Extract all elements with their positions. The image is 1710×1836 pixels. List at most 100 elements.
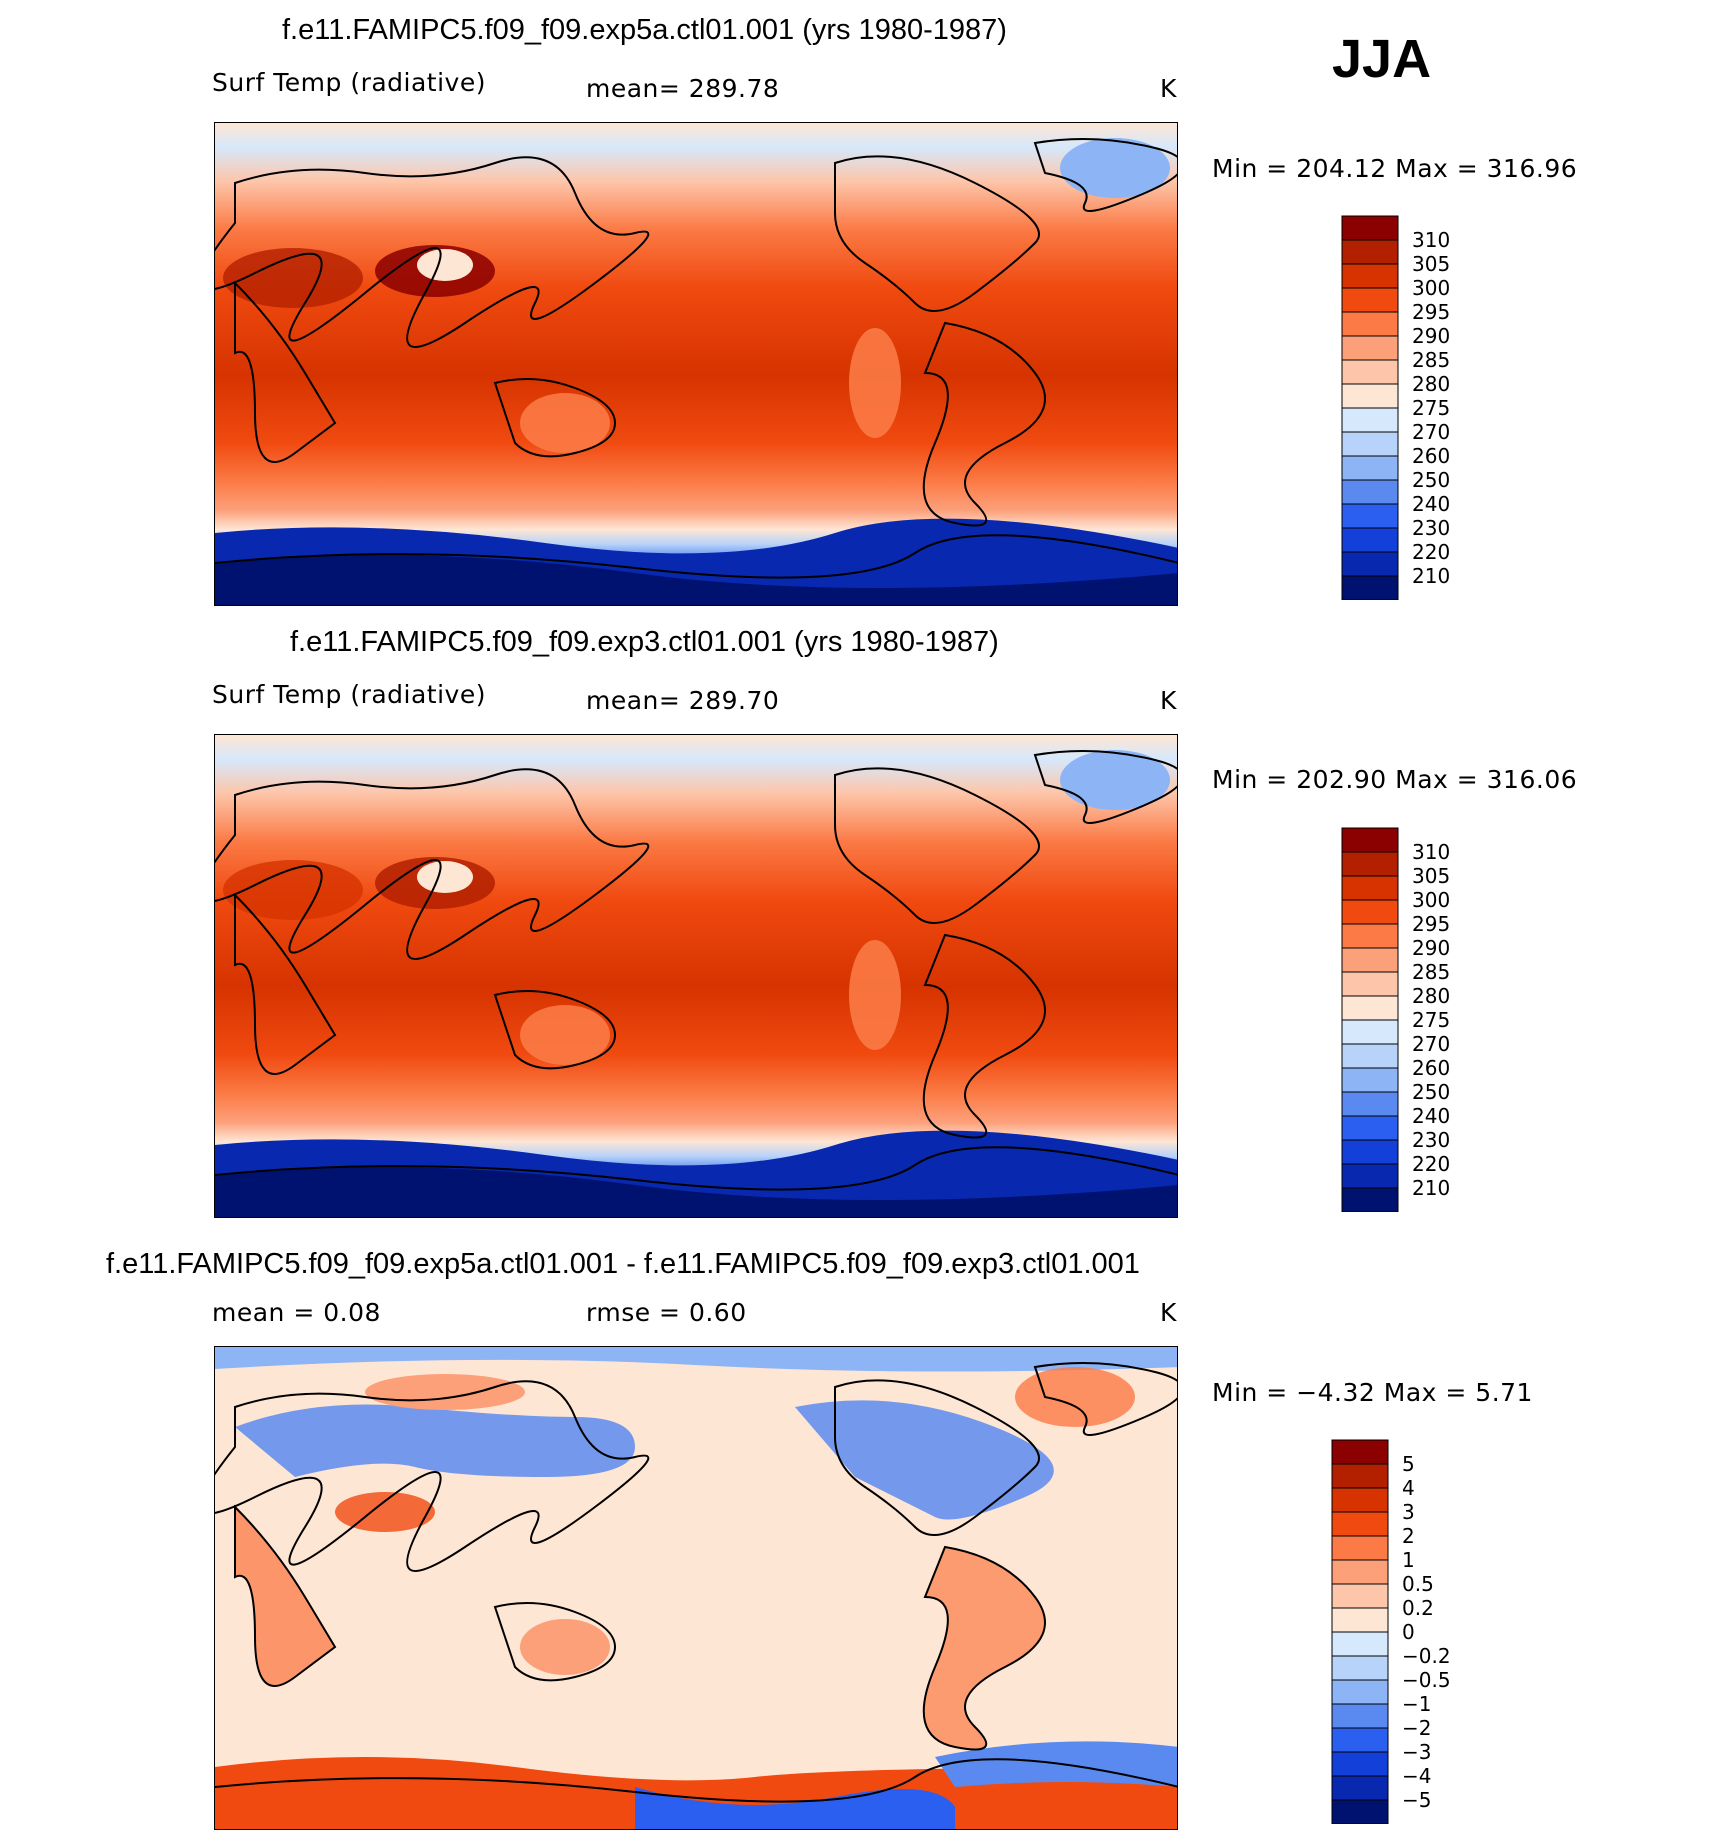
panel-1-colorbar: 3103053002952902852802752702602502402302… [1341, 215, 1450, 600]
colorbar-swatch [1341, 359, 1399, 385]
colorbar-swatch [1341, 1163, 1399, 1189]
panel-3-title: f.e11.FAMIPC5.f09_f09.exp5a.ctl01.001 - … [106, 1248, 1140, 1280]
colorbar-tick-label: −2 [1402, 1716, 1431, 1740]
colorbar-tick-label: 5 [1402, 1452, 1415, 1476]
colorbar-tick-label: 275 [1412, 396, 1450, 420]
colorbar-swatch [1341, 479, 1399, 505]
colorbar-tick-label: 220 [1412, 1152, 1450, 1176]
colorbar-swatch [1341, 1187, 1399, 1212]
colorbar-swatch [1341, 287, 1399, 313]
colorbar-tick-label: 305 [1412, 864, 1450, 888]
colorbar-tick-label: 250 [1412, 1080, 1450, 1104]
colorbar-swatch [1331, 1679, 1389, 1705]
colorbar-swatch [1331, 1607, 1389, 1633]
colorbar-tick-label: 290 [1412, 324, 1450, 348]
colorbar-tick-label: −1 [1402, 1692, 1431, 1716]
colorbar-swatch [1341, 239, 1399, 265]
colorbar-tick-label: 275 [1412, 1008, 1450, 1032]
panel-2-minmax: Min = 202.90 Max = 316.06 [1212, 765, 1578, 794]
colorbar-swatch [1341, 1067, 1399, 1093]
colorbar-tick-label: 280 [1412, 372, 1450, 396]
colorbar-tick-label: 0 [1402, 1620, 1415, 1644]
colorbar-swatch [1341, 407, 1399, 433]
panel-2-variable: Surf Temp (radiative) [212, 680, 486, 709]
panel-3-mean: mean = 0.08 [212, 1298, 381, 1327]
colorbar-tick-label: 4 [1402, 1476, 1415, 1500]
colorbar-swatch [1341, 455, 1399, 481]
colorbar-swatch [1341, 503, 1399, 529]
colorbar-swatch [1331, 1703, 1389, 1729]
colorbar-swatch [1331, 1559, 1389, 1585]
colorbar-swatch [1341, 923, 1399, 949]
colorbar-swatch [1331, 1631, 1389, 1657]
colorbar-swatch [1341, 383, 1399, 409]
colorbar-swatch [1331, 1463, 1389, 1489]
colorbar-swatch [1331, 1727, 1389, 1753]
colorbar-swatch [1341, 1043, 1399, 1069]
panel-3-units: K [1160, 1298, 1177, 1327]
colorbar-swatch [1331, 1751, 1389, 1777]
colorbar-tick-label: −3 [1402, 1740, 1431, 1764]
colorbar-swatch [1341, 215, 1399, 241]
colorbar-swatch [1341, 947, 1399, 973]
colorbar-tick-label: 1 [1402, 1548, 1415, 1572]
colorbar-tick-label: 3 [1402, 1500, 1415, 1524]
colorbar-swatch [1341, 335, 1399, 361]
colorbar-tick-label: 240 [1412, 492, 1450, 516]
panel-1-title: f.e11.FAMIPC5.f09_f09.exp5a.ctl01.001 (y… [282, 14, 1007, 46]
colorbar-swatch [1341, 971, 1399, 997]
panel-3-map [214, 1346, 1178, 1830]
colorbar-swatch [1341, 527, 1399, 553]
colorbar-swatch [1341, 311, 1399, 337]
colorbar-swatch [1341, 1115, 1399, 1141]
panel-1-variable: Surf Temp (radiative) [212, 68, 486, 97]
colorbar-swatch [1341, 851, 1399, 877]
colorbar-tick-label: 260 [1412, 444, 1450, 468]
colorbar-tick-label: 250 [1412, 468, 1450, 492]
colorbar-tick-label: 280 [1412, 984, 1450, 1008]
colorbar-tick-label: 310 [1412, 228, 1450, 252]
colorbar-tick-label: 295 [1412, 912, 1450, 936]
panel-3-rmse: rmse = 0.60 [586, 1298, 747, 1327]
colorbar-swatch [1331, 1799, 1389, 1824]
colorbar-tick-label: 310 [1412, 840, 1450, 864]
colorbar-tick-label: 300 [1412, 888, 1450, 912]
colorbar-swatch [1331, 1655, 1389, 1681]
colorbar-tick-label: 230 [1412, 1128, 1450, 1152]
panel-1-minmax: Min = 204.12 Max = 316.96 [1212, 154, 1578, 183]
colorbar-swatch [1341, 263, 1399, 289]
colorbar-tick-label: 305 [1412, 252, 1450, 276]
colorbar-tick-label: 240 [1412, 1104, 1450, 1128]
colorbar-tick-label: 295 [1412, 300, 1450, 324]
panel-2-title: f.e11.FAMIPC5.f09_f09.exp3.ctl01.001 (yr… [290, 626, 999, 658]
panel-1-mean: mean= 289.78 [586, 74, 780, 103]
colorbar-swatch [1331, 1583, 1389, 1609]
colorbar-tick-label: 300 [1412, 276, 1450, 300]
panel-3-map-graphic [215, 1347, 1177, 1829]
panel-1-map [214, 122, 1178, 606]
colorbar-swatch [1341, 551, 1399, 577]
panel-2-mean: mean= 289.70 [586, 686, 780, 715]
colorbar-tick-label: 230 [1412, 516, 1450, 540]
colorbar-swatch [1341, 1019, 1399, 1045]
colorbar-tick-label: 210 [1412, 564, 1450, 588]
colorbar-tick-label: 270 [1412, 420, 1450, 444]
colorbar-swatch [1331, 1535, 1389, 1561]
colorbar-tick-label: 270 [1412, 1032, 1450, 1056]
panel-2-map [214, 734, 1178, 1218]
colorbar-swatch [1341, 575, 1399, 600]
colorbar-tick-label: 220 [1412, 540, 1450, 564]
colorbar-swatch [1331, 1487, 1389, 1513]
panel-2-units: K [1160, 686, 1177, 715]
colorbar-tick-label: 285 [1412, 348, 1450, 372]
panel-1-units: K [1160, 74, 1177, 103]
colorbar-tick-label: 285 [1412, 960, 1450, 984]
colorbar-swatch [1331, 1439, 1389, 1465]
colorbar-swatch [1341, 827, 1399, 853]
colorbar-swatch [1331, 1511, 1389, 1537]
panel-2-colorbar: 3103053002952902852802752702602502402302… [1341, 827, 1450, 1212]
colorbar-tick-label: −0.5 [1402, 1668, 1451, 1692]
panel-3-minmax: Min = −4.32 Max = 5.71 [1212, 1378, 1533, 1407]
